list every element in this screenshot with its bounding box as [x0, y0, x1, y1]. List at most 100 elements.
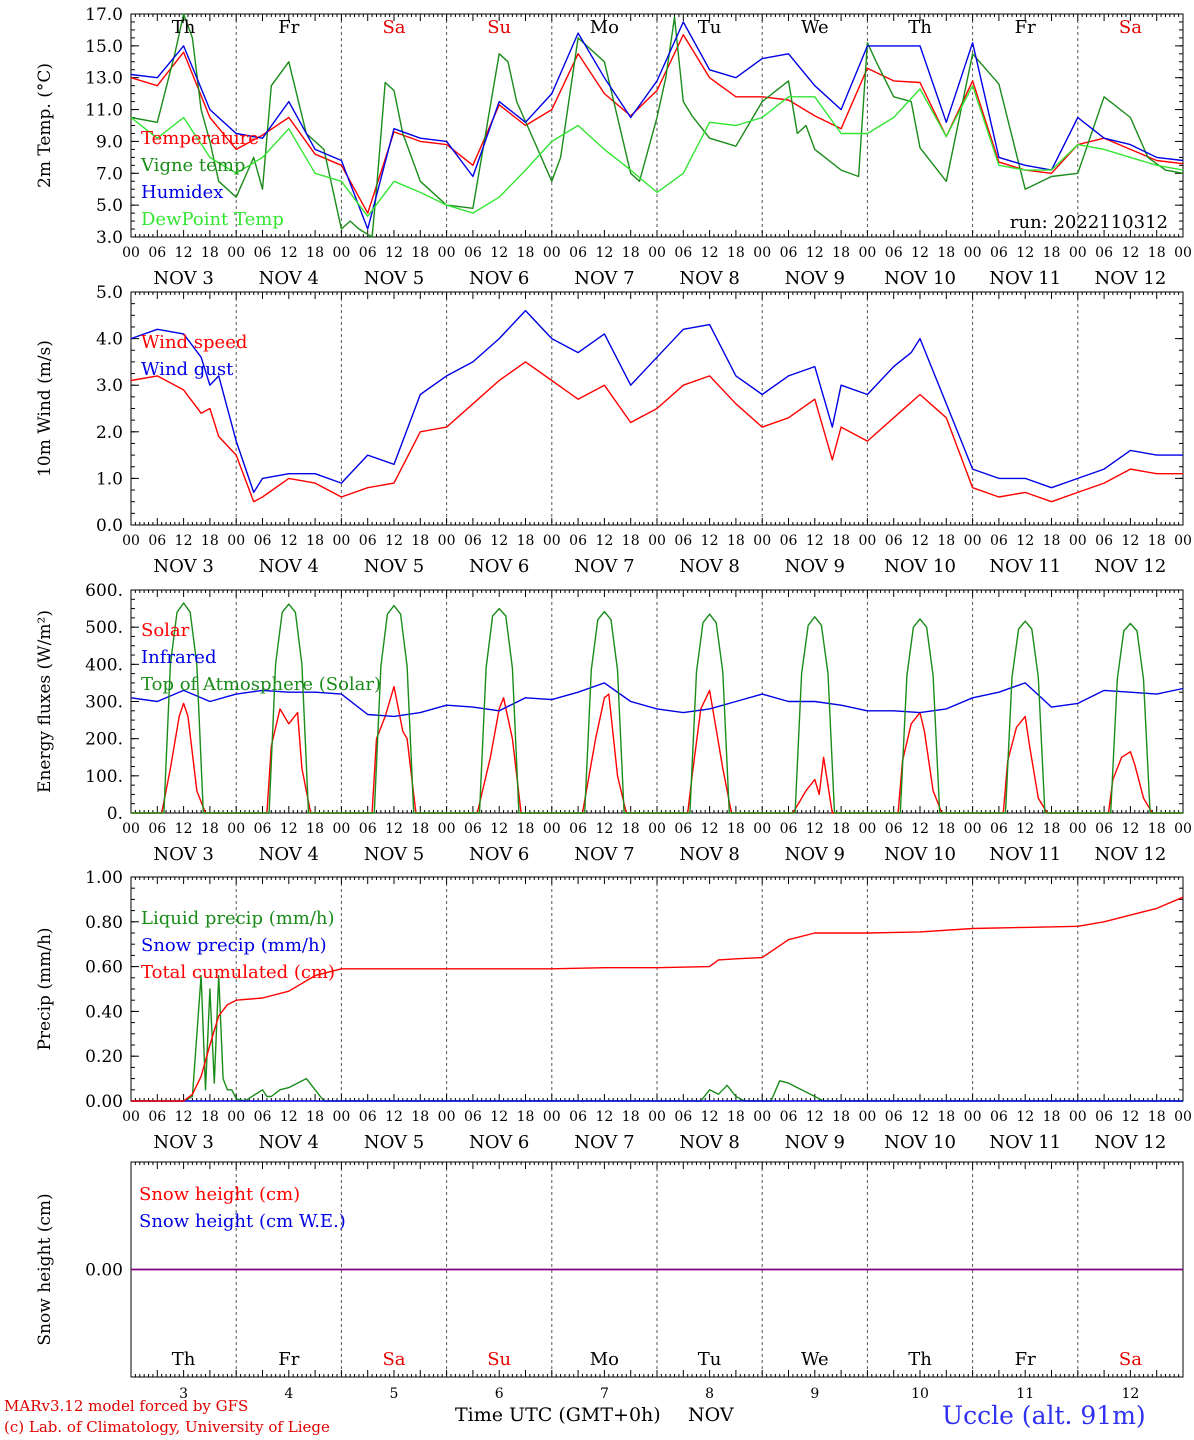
- date-label: NOV 7: [574, 844, 634, 865]
- hour-label: 00: [332, 533, 350, 549]
- hour-label: 00: [964, 1109, 982, 1125]
- hour-label: 00: [1069, 533, 1087, 549]
- y-axis-label: Precip (mm/h): [35, 927, 55, 1050]
- series-line-humidex: [130, 21, 1184, 230]
- day-name: We: [801, 1349, 829, 1370]
- hour-label: 18: [1043, 245, 1061, 261]
- hour-label: 18: [622, 821, 640, 837]
- hour-label: 06: [359, 821, 377, 837]
- y-tick-label: 4.0: [96, 330, 123, 350]
- hour-label: 18: [201, 821, 219, 837]
- date-label: NOV 7: [574, 1132, 634, 1153]
- hour-label: 18: [727, 1109, 745, 1125]
- hour-label: 12: [1016, 1109, 1034, 1125]
- hour-label: 06: [254, 821, 272, 837]
- hour-label: 00: [964, 245, 982, 261]
- hour-label: 00: [332, 821, 350, 837]
- y-tick-label: 9.0: [96, 132, 123, 152]
- hour-label: 00: [858, 1109, 876, 1125]
- hour-label: 12: [490, 1109, 508, 1125]
- y-tick-label: 0.40: [85, 1002, 123, 1022]
- hour-label: 12: [490, 533, 508, 549]
- day-number: 7: [600, 1386, 609, 1402]
- hour-label: 12: [1016, 821, 1034, 837]
- panel-wind: 0.0 1.0 2.0 3.0 4.0 5.0 10m Wind (m/s) Wind spe…: [35, 283, 1192, 577]
- hour-label: 06: [674, 1109, 692, 1125]
- y-axis-label: Energy fluxes (W/m²): [35, 610, 55, 793]
- hour-label: 06: [1095, 533, 1113, 549]
- hour-label: 00: [438, 1109, 456, 1125]
- legend-entry: DewPoint Temp: [141, 209, 284, 230]
- hour-label: 18: [937, 821, 955, 837]
- hour-label: 06: [885, 821, 903, 837]
- hour-label: 12: [911, 821, 929, 837]
- hour-label: 00: [858, 245, 876, 261]
- hour-label: 06: [569, 821, 587, 837]
- date-label: NOV 6: [469, 556, 529, 577]
- hour-label: 12: [385, 533, 403, 549]
- series-line-top-of-atmosphere-solar-: [131, 602, 1183, 814]
- day-name: Su: [487, 1349, 511, 1370]
- hour-label: 12: [911, 1109, 929, 1125]
- legend-entry: Vigne temp: [140, 155, 245, 176]
- series-line-wind-gust: [130, 309, 1183, 494]
- hour-label: 00: [543, 533, 561, 549]
- day-name: Fr: [278, 17, 299, 38]
- hour-label: 12: [175, 245, 193, 261]
- hour-label: 00: [1069, 245, 1087, 261]
- legend-entry: Wind gust: [141, 359, 234, 380]
- hour-label: 00: [858, 533, 876, 549]
- date-label: NOV 12: [1094, 556, 1166, 577]
- y-tick-label: 11.0: [85, 101, 123, 121]
- day-name: Th: [172, 1349, 196, 1370]
- hour-label: 00: [1069, 821, 1087, 837]
- series-line-dewpoint-temp: [130, 84, 1184, 218]
- date-label: NOV 8: [679, 844, 739, 865]
- hour-label: 12: [490, 821, 508, 837]
- y-tick-label: 5.0: [96, 283, 123, 303]
- day-name: Sa: [382, 17, 405, 38]
- y-tick-label: 1.0: [96, 469, 123, 489]
- legend-entry: Solar: [141, 620, 190, 641]
- y-tick-label: 600.: [85, 581, 123, 601]
- hour-label: 06: [464, 821, 482, 837]
- date-label: NOV 12: [1094, 1132, 1166, 1153]
- legend-entry: Snow height (cm): [139, 1184, 300, 1205]
- legend-entry: Total cumulated (cm): [141, 962, 335, 983]
- date-label: NOV 11: [989, 1132, 1061, 1153]
- hour-label: 18: [1148, 821, 1166, 837]
- hour-label: 18: [1043, 1109, 1061, 1125]
- series-line-wind-speed: [130, 361, 1183, 503]
- panel-temperature: 3.0 5.0 7.0 9.0 11.0 13.0 15.0 17.0 2m Temp. (°C…: [35, 5, 1192, 289]
- hour-label: 12: [806, 533, 824, 549]
- hour-label: 12: [175, 533, 193, 549]
- y-tick-label: 2.0: [96, 423, 123, 443]
- hour-label: 18: [411, 821, 429, 837]
- day-number: 9: [810, 1386, 819, 1402]
- y-tick-label: 0.60: [85, 958, 123, 978]
- day-name: Th: [908, 1349, 932, 1370]
- legend-entry: Infrared: [141, 647, 216, 668]
- y-tick-label: 0.80: [85, 913, 123, 933]
- hour-label: 12: [490, 245, 508, 261]
- day-name: Th: [172, 17, 196, 38]
- hour-label: 06: [464, 1109, 482, 1125]
- station-label: Uccle (alt. 91m): [942, 1401, 1146, 1430]
- date-label: NOV 4: [259, 268, 319, 289]
- hour-label: 12: [385, 1109, 403, 1125]
- hour-label: 06: [990, 821, 1008, 837]
- date-label: NOV 5: [364, 844, 424, 865]
- hour-label: 06: [1095, 245, 1113, 261]
- hour-label: 00: [1069, 1109, 1087, 1125]
- hour-label: 18: [411, 1109, 429, 1125]
- series-line-vigne-temp: [130, 13, 1184, 238]
- date-label: NOV 5: [364, 268, 424, 289]
- hour-label: 12: [1121, 821, 1139, 837]
- day-name: Fr: [1015, 17, 1036, 38]
- legend-entry: Liquid precip (mm/h): [141, 908, 335, 929]
- hour-label: 18: [622, 245, 640, 261]
- hour-label: 18: [517, 1109, 535, 1125]
- date-label: NOV 10: [884, 1132, 956, 1153]
- y-tick-label: 3.0: [96, 228, 123, 248]
- hour-label: 06: [148, 821, 166, 837]
